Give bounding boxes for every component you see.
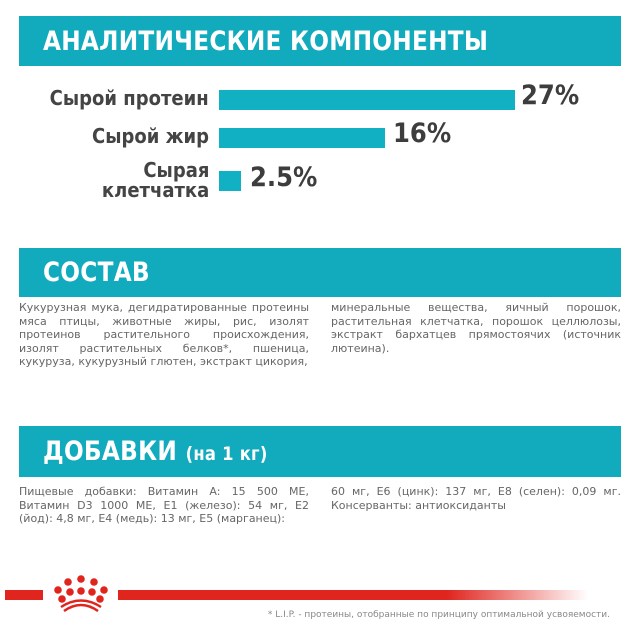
additives-col-2: 60 мг, E6 (цинк): 137 мг, E8 (селен): 0,… bbox=[331, 485, 621, 512]
brand-line-left bbox=[5, 590, 43, 600]
composition-title: СОСТАВ bbox=[43, 257, 150, 288]
bar-label: Сырой протеин bbox=[49, 86, 209, 110]
footnote: * L.I.P. - протеины, отобранные по принц… bbox=[267, 610, 610, 620]
additives-subtitle: (на 1 кг) bbox=[185, 443, 268, 465]
composition-col-1: Кукурузная мука, дегидратированные проте… bbox=[19, 301, 309, 368]
royal-canin-crown-icon bbox=[54, 575, 108, 612]
analytics-bar-chart: Сырой протеин 27% Сырой жир 16% Сырая кл… bbox=[0, 80, 640, 202]
bar-value: 2.5% bbox=[250, 162, 318, 193]
additives-title-text: ДОБАВКИ bbox=[43, 436, 178, 467]
bar-label: Сырой жир bbox=[91, 124, 209, 148]
additives-title: ДОБАВКИ (на 1 кг) bbox=[43, 436, 268, 467]
bar-label-line1: Сырая bbox=[142, 158, 209, 182]
additives-col-1: Пищевые добавки: Витамин A: 15 500 МЕ, В… bbox=[19, 485, 309, 525]
composition-col-2: минеральные вещества, яичный порошок, ра… bbox=[331, 301, 621, 355]
bar-fiber bbox=[219, 171, 241, 191]
bar-value: 27% bbox=[521, 80, 580, 111]
additives-banner: ДОБАВКИ (на 1 кг) bbox=[19, 426, 621, 477]
composition-text: Кукурузная мука, дегидратированные проте… bbox=[19, 301, 621, 369]
bar-label-line2: клетчатка bbox=[101, 178, 209, 202]
bar-fat bbox=[219, 128, 385, 148]
bar-value: 16% bbox=[393, 118, 452, 149]
brand-line-right bbox=[118, 590, 588, 600]
bar-protein bbox=[219, 90, 515, 110]
composition-banner: СОСТАВ bbox=[19, 248, 621, 297]
analytics-title: АНАЛИТИЧЕСКИЕ КОМПОНЕНТЫ bbox=[43, 25, 489, 57]
analytics-banner: АНАЛИТИЧЕСКИЕ КОМПОНЕНТЫ bbox=[19, 16, 621, 66]
additives-text: Пищевые добавки: Витамин A: 15 500 МЕ, В… bbox=[19, 485, 621, 526]
